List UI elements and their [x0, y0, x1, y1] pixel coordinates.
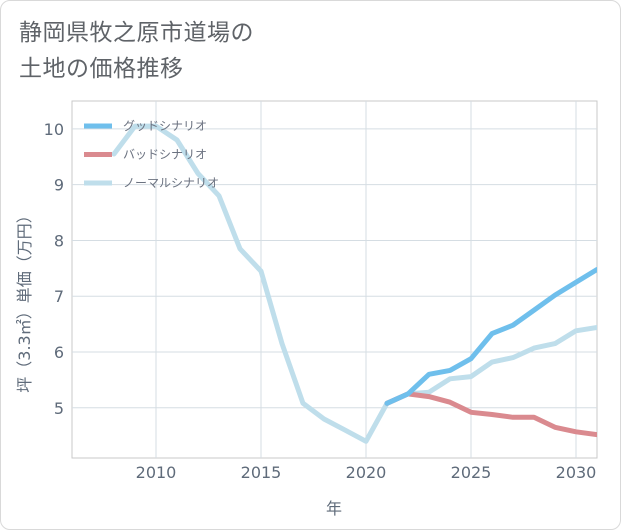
- y-tick-label-9: 9: [54, 176, 64, 195]
- tick-labels: 2010 2015 2020 2025 2030 5 6 7 8 9 10: [44, 120, 597, 482]
- x-tick-label-2020: 2020: [346, 463, 387, 482]
- x-tick-label-2010: 2010: [136, 463, 177, 482]
- legend-label-0: グッドシナリオ: [123, 119, 207, 133]
- y-tick-label-8: 8: [54, 231, 64, 250]
- grid: [72, 101, 597, 458]
- x-axis-label: 年: [326, 499, 342, 518]
- chart-title: 静岡県牧之原市道場の 土地の価格推移: [19, 15, 254, 87]
- y-tick-label-5: 5: [54, 399, 64, 418]
- y-tick-label-10: 10: [44, 120, 64, 139]
- x-tick-label-2030: 2030: [556, 463, 597, 482]
- series-line-0: [384, 267, 597, 406]
- legend-label-2: ノーマルシナリオ: [123, 176, 219, 190]
- series-line-1: [384, 391, 597, 438]
- plot-area: [71, 100, 598, 459]
- y-tick-label-6: 6: [54, 343, 64, 362]
- x-tick-label-2025: 2025: [451, 463, 492, 482]
- series-line-2: [111, 123, 597, 444]
- chart-title-line-1: 静岡県牧之原市道場の: [19, 20, 254, 46]
- y-tick-label-7: 7: [54, 287, 64, 306]
- x-tick-label-2015: 2015: [241, 463, 282, 482]
- chart-title-line-2: 土地の価格推移: [19, 56, 184, 82]
- legend-label-1: バッドシナリオ: [123, 148, 207, 162]
- series-layer: [111, 123, 597, 444]
- y-axis-label: 坪（3.3㎡）単価（万円）: [15, 207, 34, 392]
